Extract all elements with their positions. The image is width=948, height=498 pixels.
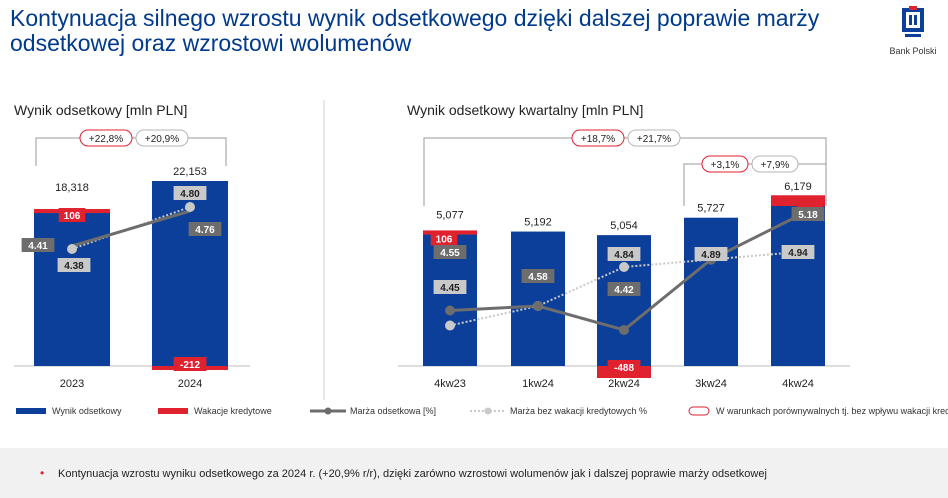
growth-pill-yoy: +21,7%: [637, 134, 671, 145]
logo-label: Bank Polski: [889, 46, 937, 56]
margin-label-bg: [694, 247, 728, 261]
legend: Wynik odsetkowy Wakacje kredytowe Marża …: [0, 400, 948, 424]
bar-value-label: 5,077: [436, 210, 464, 222]
x-tick-label: 2024: [178, 378, 202, 390]
margin-excl-label: 4.38: [64, 261, 84, 272]
margin-excl-label-bg: [173, 186, 207, 200]
growth-pill: +20,9%: [145, 134, 179, 145]
legend-item-margin-excl: Marża bez wakacji kredytowych %: [470, 406, 647, 416]
x-tick-label: 2023: [60, 378, 84, 390]
point-margin-excl: [619, 262, 629, 272]
legend-label: W warunkach porównywalnych tj. bez wpływ…: [716, 406, 948, 416]
margin-label-bg: [791, 207, 825, 221]
growth-pill-qoq-outline: [751, 155, 799, 173]
bar-value-label: 5,192: [524, 217, 552, 229]
margin-label: 5.18: [798, 210, 818, 221]
credit-holidays-label: 106: [436, 235, 453, 246]
legend-swatch-comparable: [688, 406, 710, 416]
legend-swatch-net-interest: [16, 408, 46, 414]
growth-pill-yoy: +18,7%: [581, 134, 615, 145]
margin-label: 4.58: [528, 272, 548, 283]
page-title: Kontynuacja silnego wzrostu wynik odsetk…: [10, 5, 820, 56]
bar-net-interest: [34, 213, 110, 366]
margin-excl-label-bg: [781, 245, 815, 259]
point-margin-excl: [185, 202, 195, 212]
margin-excl-label-bg: [607, 247, 641, 261]
legend-label: Wynik odsetkowy: [52, 406, 122, 416]
margin-label-bg: [21, 238, 55, 252]
x-tick-label: 1kw24: [522, 378, 554, 390]
pko-logo-icon: [902, 6, 924, 37]
credit-holidays-label-bg: [607, 360, 641, 374]
credit-holidays-label-bg: [430, 231, 458, 246]
margin-label-bg: [188, 222, 222, 236]
credit-holidays-label-bg: [173, 357, 207, 371]
margin-label-bg: [607, 282, 641, 296]
quarterly-chart-title: Wynik odsetkowy kwartalny [mln PLN]: [407, 102, 644, 118]
point-margin-excl: [67, 244, 77, 254]
footer-text: Kontynuacja wzrostu wyniku odsetkowego z…: [58, 468, 767, 480]
growth-pill-yoy-outline: [627, 129, 681, 147]
legend-item-credit-holidays: Wakacje kredytowe: [158, 406, 272, 416]
point-margin-excl: [445, 320, 455, 331]
bar-value-label: 6,179: [784, 181, 812, 193]
x-tick-label: 2kw24: [608, 378, 640, 390]
footer-note: • Kontynuacja wzrostu wyniku odsetkowego…: [0, 448, 948, 498]
growth-pill-yoy-outline: [571, 129, 625, 147]
margin-label-bg: [433, 245, 467, 259]
line-margin-excl: [71, 206, 191, 250]
x-tick-label: 3kw24: [695, 378, 727, 390]
margin-label: 4.41: [28, 241, 48, 252]
margin-label: 4.76: [195, 225, 215, 236]
growth-pill-qoq: +3,1%: [711, 160, 740, 171]
legend-item-net-interest: Wynik odsetkowy: [16, 406, 121, 416]
legend-item-comparable: W warunkach porównywalnych tj. bez wpływ…: [688, 406, 948, 416]
bar-value-label: 5,727: [697, 203, 725, 215]
bar-value-label: 5,054: [610, 220, 638, 232]
line-margin: [71, 209, 191, 248]
credit-holidays-label: 106: [64, 211, 81, 222]
point-margin: [533, 301, 543, 311]
x-tick-label: 4kw24: [782, 378, 814, 390]
bar-credit-holidays: [771, 195, 825, 206]
margin-label-bg: [521, 269, 555, 283]
bar-net-interest: [771, 206, 825, 366]
growth-pill-outline: [79, 129, 133, 147]
legend-swatch-margin-excl: [470, 407, 506, 415]
margin-excl-label: 4.80: [180, 189, 200, 200]
bar-value-label: 18,318: [55, 182, 89, 194]
growth-pill-qoq-outline: [701, 155, 749, 173]
bar-net-interest: [684, 217, 738, 366]
legend-label: Marża odsetkowa [%]: [350, 406, 437, 416]
bank-logo: Bank Polski: [883, 6, 943, 62]
margin-label: 4.89: [701, 250, 721, 261]
margin-excl-label: 4.94: [788, 248, 808, 259]
margin-excl-label-bg: [57, 258, 91, 272]
bar-net-interest: [511, 231, 565, 366]
legend-label: Wakacje kredytowe: [194, 406, 272, 416]
bullet-icon: •: [40, 466, 45, 480]
point-margin: [619, 325, 629, 335]
growth-pill-qoq: +7,9%: [761, 160, 790, 171]
credit-holidays-label: -488: [614, 363, 634, 374]
growth-pill: +22,8%: [89, 134, 123, 145]
quarterly-chart: 5,077 4kw23 106 5,192 1kw24 5,054 2kw24 -488 5,7…: [398, 129, 850, 390]
margin-label: 4.55: [440, 248, 460, 259]
margin-excl-label: 4.84: [614, 250, 634, 261]
credit-holidays-label: -212: [180, 360, 200, 371]
margin-excl-label: 4.45: [440, 283, 460, 294]
legend-item-margin: Marża odsetkowa [%]: [310, 406, 436, 416]
credit-holidays-label-bg: [58, 208, 86, 223]
bar-value-label: 22,153: [173, 166, 207, 178]
growth-pill-outline: [135, 129, 189, 147]
legend-swatch-credit-holidays: [158, 408, 188, 414]
annual-chart-title: Wynik odsetkowy [mln PLN]: [14, 102, 188, 118]
point-margin: [445, 305, 455, 316]
margin-label: 4.42: [614, 285, 634, 296]
margin-excl-label-bg: [433, 280, 467, 294]
x-tick-label: 4kw23: [434, 378, 466, 390]
legend-swatch-margin: [310, 407, 346, 415]
annual-chart: 18,318 2023 106 22,153 2024 -212 4.41 4.38 4.76 4…: [14, 100, 325, 400]
legend-label: Marża bez wakacji kredytowych %: [510, 406, 648, 416]
